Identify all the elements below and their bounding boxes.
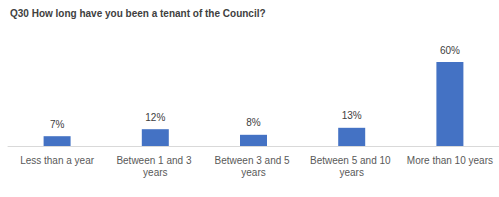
svg-text:years: years bbox=[339, 167, 363, 178]
svg-text:Between 3 and 5: Between 3 and 5 bbox=[215, 155, 293, 166]
svg-text:12%: 12% bbox=[145, 112, 165, 123]
svg-text:13%: 13% bbox=[342, 110, 362, 121]
svg-text:Less than a year: Less than a year bbox=[20, 155, 95, 166]
svg-text:7%: 7% bbox=[50, 119, 65, 130]
svg-text:Between 1 and 3: Between 1 and 3 bbox=[116, 155, 194, 166]
svg-text:years: years bbox=[143, 167, 167, 178]
svg-text:years: years bbox=[241, 167, 265, 178]
svg-text:More than 10 years: More than 10 years bbox=[407, 155, 493, 166]
svg-text:60%: 60% bbox=[440, 45, 460, 56]
svg-text:Between 5 and 10: Between 5 and 10 bbox=[310, 155, 393, 166]
svg-text:8%: 8% bbox=[246, 117, 261, 128]
svg-text:Q30 How long have you been a t: Q30 How long have you been a tenant of t… bbox=[10, 8, 266, 19]
